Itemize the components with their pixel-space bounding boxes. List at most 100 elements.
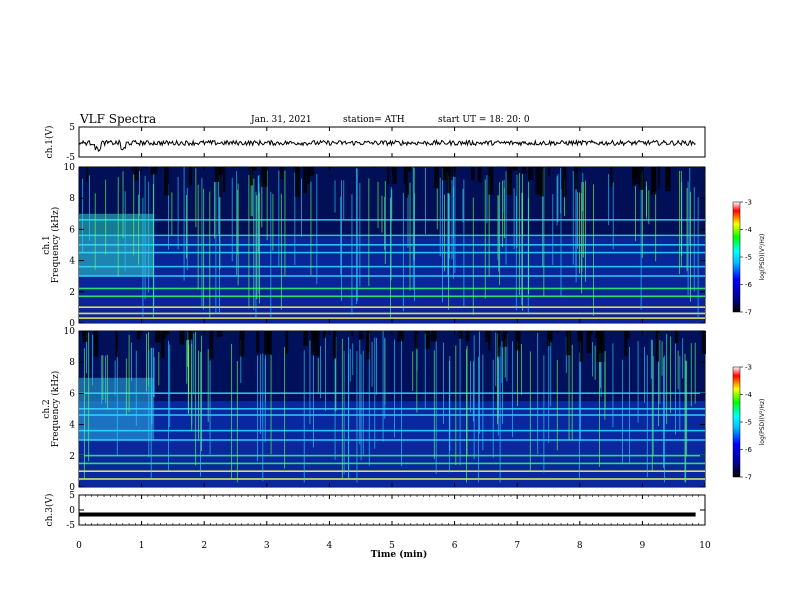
ch3-waveform-ylabel: ch.3(V) bbox=[44, 494, 55, 527]
x-tick-label: 4 bbox=[327, 541, 333, 551]
spectrogram-gap bbox=[261, 167, 268, 187]
spectrogram-gap bbox=[442, 167, 447, 181]
spectrogram-gap bbox=[188, 167, 192, 186]
spectrogram-gap bbox=[164, 167, 169, 196]
x-tick-label: 6 bbox=[452, 541, 458, 551]
spectrogram-gap bbox=[263, 331, 270, 354]
ch2-spectrogram-ylabel-freq: Frequency (kHz) bbox=[50, 371, 61, 448]
spectrogram-gap bbox=[218, 167, 223, 176]
spectrogram-gap bbox=[624, 331, 628, 357]
spectrogram-gap bbox=[222, 167, 226, 192]
spectrogram-gap bbox=[485, 331, 490, 342]
spectrogram-gap bbox=[586, 331, 592, 354]
spectrogram-gap bbox=[239, 331, 245, 357]
ch1-waveform-y-tick-label: 5 bbox=[69, 123, 75, 133]
ch3-waveform-y-tick-label: -5 bbox=[66, 521, 75, 531]
colorbar-tick-label: -5 bbox=[745, 254, 752, 262]
spectrogram-gap bbox=[634, 167, 640, 185]
ch2-spectrogram-ylabel-channel: ch.2 bbox=[42, 399, 52, 418]
spectrogram-gap bbox=[131, 167, 135, 172]
spectrogram-gap bbox=[566, 331, 572, 356]
spectrogram-gap bbox=[502, 331, 508, 347]
spectrogram-gap bbox=[701, 331, 707, 355]
ch1-colorbar-label: log(PSD)(V²/Hz) bbox=[759, 234, 766, 281]
spectrogram-gap bbox=[650, 167, 657, 195]
spectrogram-gap bbox=[506, 167, 512, 195]
spectrogram-gap bbox=[134, 167, 139, 181]
spectrogram-gap bbox=[86, 167, 89, 182]
spectrogram-gap bbox=[367, 331, 370, 353]
x-tick-label: 1 bbox=[139, 541, 145, 551]
spectrogram-gap bbox=[515, 331, 521, 351]
spectrogram-band bbox=[79, 287, 705, 290]
spectrogram-gap bbox=[430, 331, 437, 342]
spectrogram-gap bbox=[209, 331, 214, 359]
spectrogram-gap bbox=[81, 331, 84, 337]
spectrogram-gap bbox=[387, 167, 390, 185]
spectrogram-band bbox=[79, 470, 705, 472]
spectrogram-gap bbox=[256, 331, 260, 353]
spectrogram-gap bbox=[548, 331, 553, 343]
spectrogram-gap bbox=[279, 167, 285, 169]
spectrogram-gap bbox=[332, 331, 337, 358]
spectrogram-gap bbox=[136, 331, 141, 340]
spectrogram-gap bbox=[392, 167, 397, 184]
spectrogram-gap bbox=[405, 167, 408, 198]
spectrogram-gap bbox=[155, 167, 158, 171]
spectrogram-gap bbox=[303, 167, 307, 194]
spectrogram-gap bbox=[547, 331, 554, 333]
ch3-waveform-y-tick-label: 5 bbox=[69, 491, 75, 501]
colorbar-tick-label: -4 bbox=[745, 391, 753, 399]
ch2-colorbar bbox=[732, 366, 741, 478]
spectrogram-gap bbox=[187, 331, 193, 340]
spectrogram-gap bbox=[322, 331, 326, 339]
spectrogram-gap bbox=[216, 331, 223, 338]
spectrogram-gap bbox=[574, 167, 578, 190]
spectrogram-background bbox=[79, 237, 705, 323]
colorbar-tick-label: -4 bbox=[745, 226, 753, 234]
spectrogram-gap bbox=[657, 167, 661, 189]
spectrogram-band bbox=[79, 312, 705, 315]
x-tick-label: 10 bbox=[699, 541, 711, 551]
spectrogram-gap bbox=[285, 331, 289, 355]
spectrogram-band bbox=[79, 439, 705, 441]
spectrogram-gap bbox=[179, 331, 185, 345]
spectrogram-gap bbox=[555, 331, 559, 333]
spectrogram-band bbox=[79, 234, 705, 237]
spectrogram-gap bbox=[295, 167, 300, 197]
spectrogram-band bbox=[79, 408, 705, 410]
spectrogram-gap bbox=[219, 167, 222, 198]
spectrogram-gap bbox=[674, 331, 679, 344]
date-label: Jan. 31, 2021 bbox=[251, 115, 312, 125]
spectrogram-gap bbox=[535, 167, 540, 195]
x-axis-label: Time (min) bbox=[371, 549, 428, 560]
spectrogram-gap bbox=[82, 331, 88, 342]
ch1-spectrogram-ylabel-freq: Frequency (kHz) bbox=[50, 207, 61, 284]
colorbar-tick-label: -7 bbox=[745, 309, 752, 317]
colorbar-tick-label: -7 bbox=[745, 474, 752, 482]
ch1-spectrogram-ylabel-channel: ch.1 bbox=[42, 235, 52, 254]
ch2-spectrogram-y-tick-label: 0 bbox=[69, 483, 75, 493]
spectrogram-gap bbox=[351, 331, 354, 337]
spectrogram-gap bbox=[547, 331, 551, 347]
x-tick-label: 2 bbox=[201, 541, 207, 551]
ch2-colorbar-label: log(PSD)(V²/Hz) bbox=[759, 399, 766, 446]
ch2-spectrogram-y-tick-label: 4 bbox=[69, 421, 75, 431]
spectrogram-gap bbox=[407, 167, 412, 173]
x-tick-label: 5 bbox=[389, 541, 395, 551]
spectrogram-band bbox=[79, 414, 705, 416]
spectrogram-gap bbox=[528, 167, 534, 180]
chart-title: VLF Spectra bbox=[80, 112, 157, 126]
spectrogram-gap bbox=[115, 331, 118, 358]
spectrogram-gap bbox=[652, 167, 655, 176]
spectrogram-gap bbox=[327, 167, 333, 168]
spectrogram-gap bbox=[358, 331, 364, 340]
x-tick-label: 3 bbox=[264, 541, 270, 551]
spectrogram-gap bbox=[446, 167, 451, 194]
ch2-spectrogram-y-tick-label: 6 bbox=[69, 389, 75, 399]
spectrogram-gap bbox=[307, 167, 310, 184]
spectrogram-gap bbox=[610, 167, 613, 187]
spectrogram-gap bbox=[547, 167, 551, 176]
spectrogram-gap bbox=[150, 167, 157, 175]
ch1-spectrogram-y-tick-label: 4 bbox=[69, 257, 75, 267]
